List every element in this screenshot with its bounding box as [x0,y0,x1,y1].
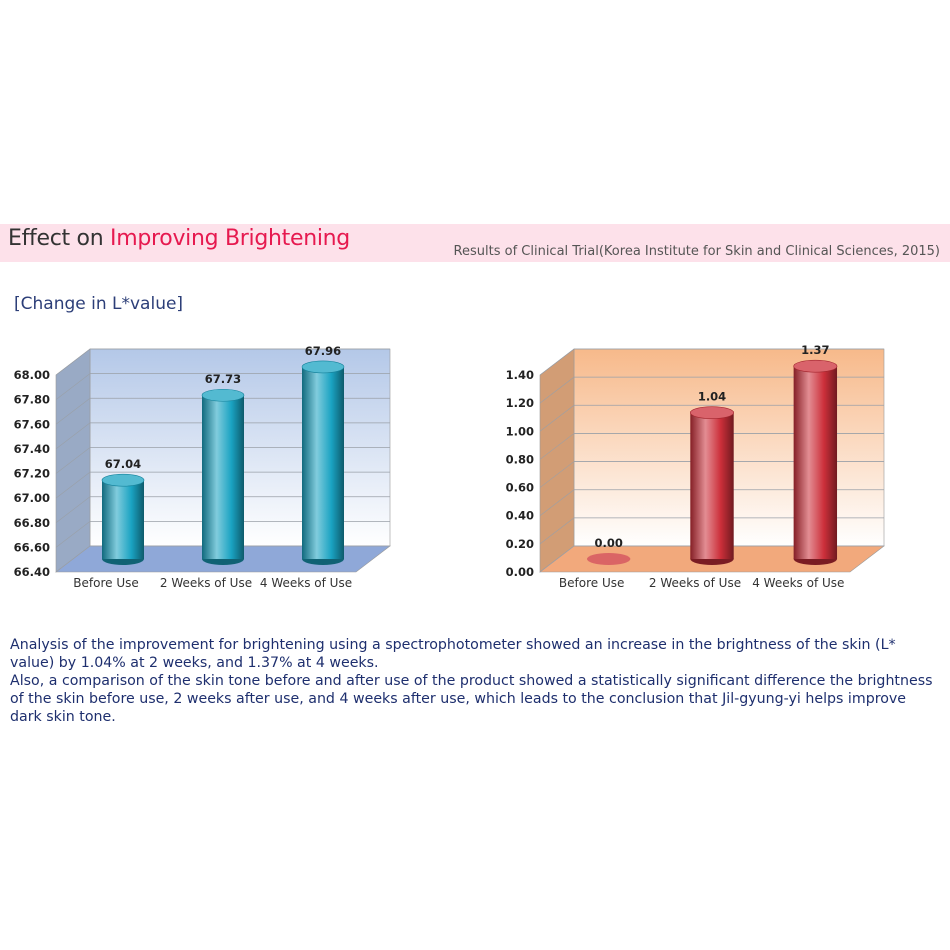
chart-svg: 66.40 66.60 66.80 67.00 67.20 67.40 67.60 67.80… [14,344,391,590]
description-paragraph-1: Analysis of the improvement for brighten… [10,637,896,671]
chart-l-value: 66.40 66.60 66.80 67.00 67.20 67.40 67.60 67.80… [0,340,470,595]
header-band [0,224,950,262]
bar [690,412,734,559]
y-tick-label: 0.80 [506,452,534,466]
y-tick-label: 66.40 [14,565,50,579]
gridline-side [539,461,575,488]
bar-top [101,473,145,487]
gridline-side [539,517,575,545]
x-tick-label: 4 Weeks of Use [752,576,844,590]
y-tick-label: 66.80 [14,516,50,530]
title-highlight: Improving Brightening [110,226,350,251]
y-tick-label: 0.40 [506,509,534,523]
gridline-side [55,521,91,548]
data-label: 67.96 [305,344,341,358]
x-tick-label: 2 Weeks of Use [160,576,252,590]
y-tick-label: 67.00 [14,491,50,505]
gridline-side [539,376,575,404]
y-tick-label: 0.20 [506,537,534,551]
bar [586,553,631,565]
gridline-side [55,398,91,425]
y-tick-label: 66.60 [14,540,50,554]
gridline-side [55,348,91,376]
data-label: 67.73 [205,372,241,386]
bar-top [201,388,245,402]
x-tick-label: 4 Weeks of Use [260,576,352,590]
y-tick-label: 1.00 [506,424,534,438]
y-tick-label: 0.00 [506,565,534,579]
y-tick-label: 1.20 [506,396,534,410]
x-tick-label: 2 Weeks of Use [649,576,741,590]
x-tick-label: Before Use [559,576,624,590]
gridline-side [55,373,91,400]
title-prefix: Effect on [8,226,111,251]
gridline-side [55,496,91,523]
chart-subtitle: [Change in L*value] [14,294,184,314]
chart-side-wall [539,348,575,573]
source-citation: Results of Clinical Trial(Korea Institut… [453,244,940,259]
y-tick-label: 1.40 [506,368,534,382]
gridline-side [55,471,91,499]
gridline-side [539,489,575,516]
gridline-side [55,422,91,450]
description-paragraph-2: Also, a comparison of the skin tone befo… [10,673,933,725]
data-label: 0.00 [594,536,622,550]
data-label: 67.04 [105,457,141,471]
y-tick-label: 67.40 [14,442,50,456]
gridline-side [539,433,575,460]
y-tick-label: 68.00 [14,368,50,382]
bar [202,395,244,559]
chart-change-in-l-value: 0.00 0.20 0.40 0.60 0.80 1.00 1.20 1.40 0.00 Befo… [480,340,950,595]
bar [302,366,344,559]
chart-svg: 0.00 0.20 0.40 0.60 0.80 1.00 1.20 1.40 0.00 Befo… [506,343,885,590]
description: Analysis of the improvement for brighten… [10,636,940,726]
data-label: 1.37 [801,343,829,357]
bar-top [690,406,735,419]
y-tick-label: 67.20 [14,467,50,481]
bar-top [301,360,345,374]
y-tick-label: 67.80 [14,393,50,407]
bar [102,480,144,559]
gridline-side [55,545,91,573]
gridline-side [55,447,91,474]
gridline-side [539,348,575,376]
x-tick-label: Before Use [73,576,138,590]
gridline-side [539,545,575,573]
y-tick-label: 67.60 [14,417,50,431]
data-label: 1.04 [698,390,726,404]
bar [793,366,838,559]
y-tick-label: 0.60 [506,481,534,495]
bar-top [793,359,838,373]
gridline-side [539,405,575,432]
page-title: Effect on Improving Brightening [8,226,350,251]
